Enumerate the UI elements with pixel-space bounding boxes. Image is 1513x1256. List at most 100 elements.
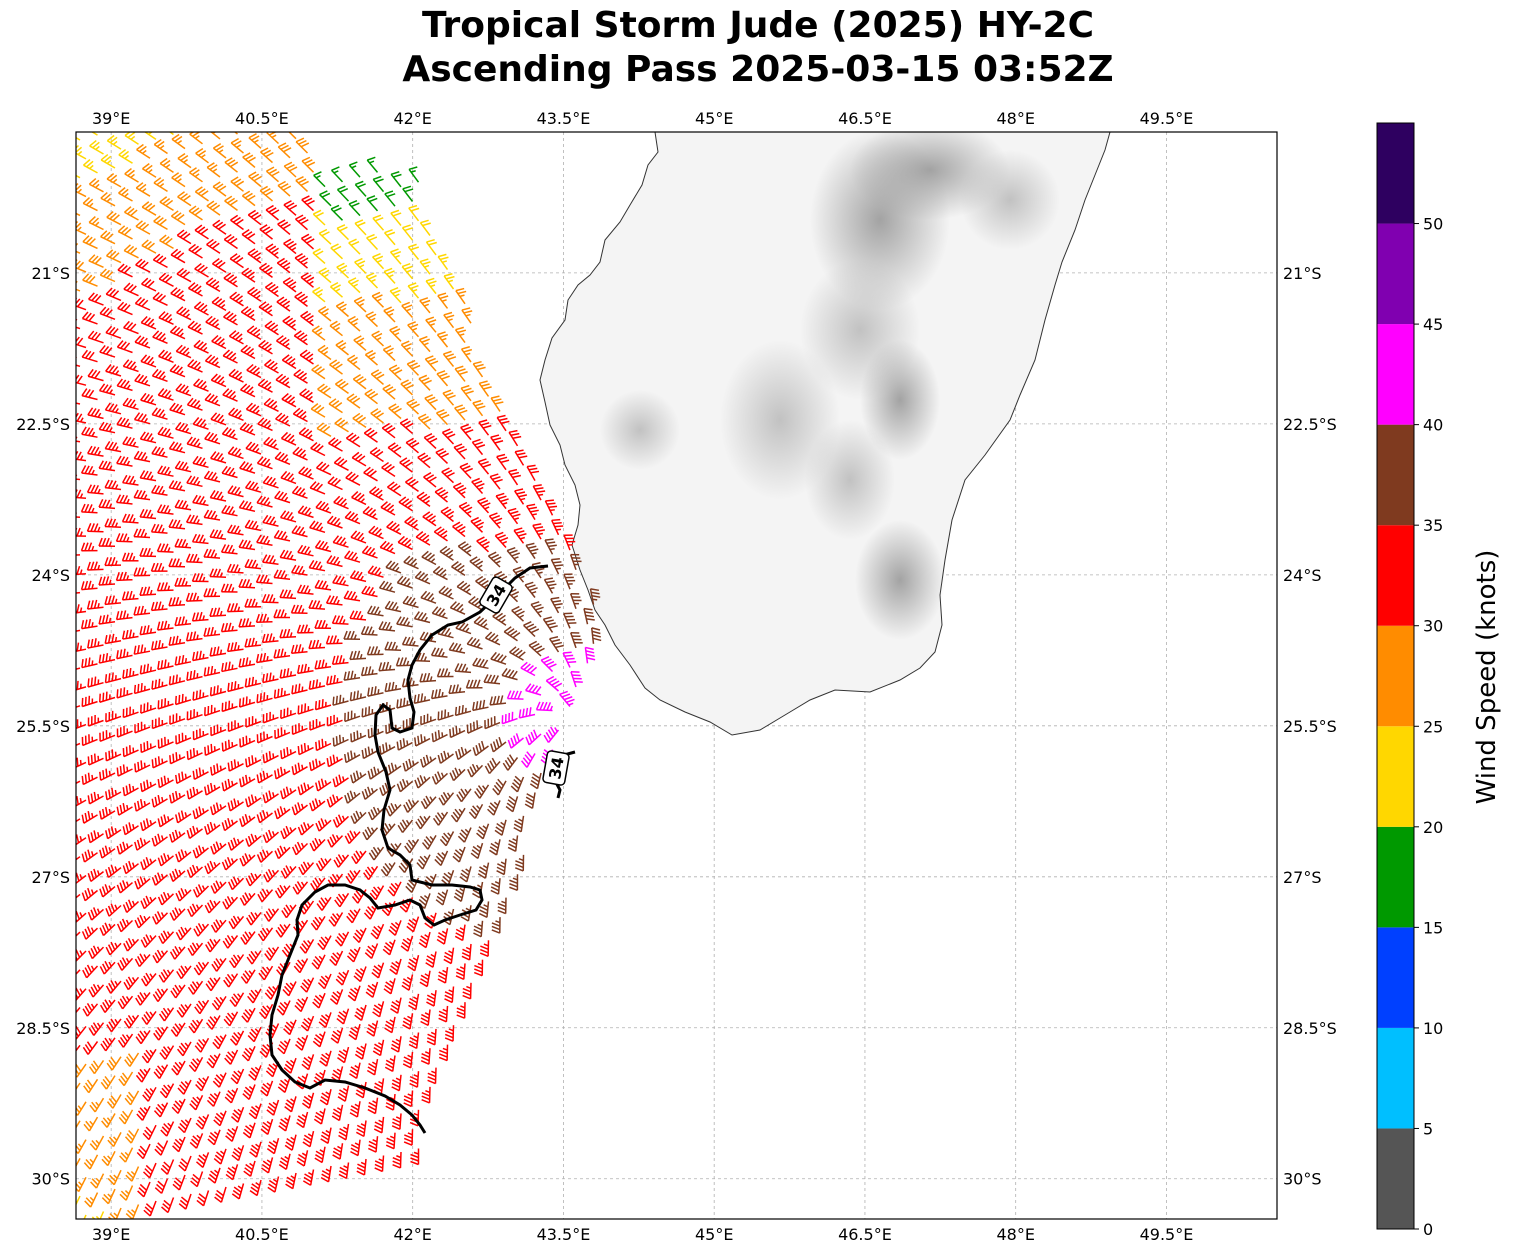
wind-barb bbox=[291, 564, 308, 576]
wind-barb bbox=[223, 310, 238, 326]
wind-barb bbox=[387, 481, 402, 497]
wind-barb bbox=[133, 528, 151, 539]
wind-barb bbox=[245, 441, 262, 455]
wind-barb bbox=[478, 380, 492, 397]
wind-barb bbox=[157, 736, 174, 749]
wind-barb bbox=[569, 592, 582, 610]
wind-barb bbox=[244, 676, 262, 688]
wind-barb bbox=[264, 359, 279, 374]
wind-barb bbox=[238, 578, 256, 589]
wind-barb bbox=[98, 421, 116, 434]
wind-barb bbox=[494, 531, 509, 548]
wind-barb bbox=[229, 291, 244, 307]
lon-tick-label-top-6: 48°E bbox=[996, 109, 1034, 128]
wind-barb bbox=[134, 335, 151, 349]
colorbar-tick-label-9: 45 bbox=[1423, 315, 1443, 334]
wind-barb bbox=[159, 234, 174, 250]
lon-tick-label-top-1: 40.5°E bbox=[235, 109, 289, 128]
wind-barb bbox=[209, 646, 227, 657]
wind-barb bbox=[203, 509, 221, 521]
wind-barb bbox=[88, 292, 104, 306]
wind-barb bbox=[454, 404, 468, 421]
wind-barb bbox=[106, 134, 122, 150]
colorbar-bin-6 bbox=[1377, 525, 1414, 626]
wind-barb bbox=[192, 650, 209, 662]
wind-barb bbox=[135, 220, 151, 235]
wind-barb bbox=[87, 445, 104, 457]
wind-barb bbox=[122, 668, 139, 679]
wind-barb bbox=[263, 436, 279, 451]
wind-barb bbox=[76, 705, 81, 712]
wind-barb bbox=[76, 169, 81, 179]
wind-barb bbox=[589, 588, 601, 605]
wind-barb bbox=[76, 242, 81, 254]
lon-tick-label-bottom-5: 46.5°E bbox=[838, 1225, 892, 1244]
wind-barb bbox=[274, 490, 291, 504]
wind-barb bbox=[443, 273, 455, 290]
wind-barb bbox=[115, 494, 133, 505]
wind-barb bbox=[82, 235, 98, 250]
wind-barb bbox=[153, 215, 168, 231]
wind-barb bbox=[459, 462, 473, 479]
wind-barb bbox=[297, 703, 314, 715]
wind-barb bbox=[203, 626, 221, 637]
wind-barb bbox=[314, 619, 332, 630]
contour-label-text-2: 34 bbox=[545, 755, 568, 780]
wind-barb bbox=[349, 610, 367, 621]
wind-barb bbox=[256, 456, 273, 470]
wind-barb bbox=[205, 315, 221, 331]
wind-barb bbox=[435, 408, 450, 426]
wind-barb bbox=[98, 691, 116, 703]
wind-barb bbox=[292, 446, 308, 461]
wind-barb bbox=[484, 631, 501, 646]
wind-barb bbox=[157, 426, 174, 439]
wind-barb bbox=[399, 457, 413, 473]
wind-barb bbox=[329, 320, 343, 337]
wind-barb bbox=[139, 625, 157, 636]
wind-barb bbox=[292, 407, 308, 423]
colorbar-bin-10 bbox=[1377, 123, 1414, 224]
wind-barb bbox=[257, 378, 273, 393]
wind-barb bbox=[383, 267, 396, 284]
wind-barb bbox=[83, 132, 98, 136]
wind-barb bbox=[495, 492, 509, 510]
wind-barb bbox=[276, 335, 291, 351]
wind-barb bbox=[140, 354, 157, 368]
wind-barb bbox=[87, 368, 104, 382]
wind-barb bbox=[168, 441, 186, 454]
wind-barb bbox=[105, 325, 122, 339]
wind-barb bbox=[335, 301, 349, 318]
wind-barb bbox=[89, 139, 104, 155]
wind-barb bbox=[158, 272, 174, 287]
wind-barb bbox=[280, 707, 297, 720]
wind-barb bbox=[362, 506, 378, 521]
wind-barb bbox=[387, 442, 402, 458]
wind-barb bbox=[141, 277, 157, 292]
wind-barb bbox=[514, 488, 528, 505]
wind-barb bbox=[336, 185, 350, 202]
wind-barb bbox=[116, 340, 133, 354]
wind-barb bbox=[247, 286, 262, 302]
wind-barb bbox=[203, 588, 221, 598]
wind-barb bbox=[134, 296, 151, 311]
lat-tick-label-right-3: 25.5°S bbox=[1283, 717, 1337, 736]
colorbar-tick-label-4: 20 bbox=[1423, 818, 1443, 837]
wind-barb bbox=[81, 349, 98, 363]
wind-barb bbox=[115, 533, 133, 543]
wind-barb bbox=[157, 465, 174, 477]
wind-barb bbox=[230, 176, 245, 192]
wind-barb bbox=[169, 325, 186, 340]
wind-barb bbox=[348, 238, 361, 255]
wind-barb bbox=[333, 495, 349, 510]
wind-barb bbox=[222, 388, 238, 402]
wind-barb bbox=[86, 599, 104, 610]
wind-barb bbox=[295, 214, 309, 231]
wind-barb bbox=[437, 626, 454, 639]
wind-barb bbox=[224, 157, 239, 173]
wind-barb bbox=[277, 180, 292, 197]
wind-barb bbox=[152, 330, 168, 344]
wind-barb bbox=[122, 745, 139, 758]
wind-barb bbox=[80, 465, 98, 476]
wind-barb bbox=[76, 642, 87, 654]
